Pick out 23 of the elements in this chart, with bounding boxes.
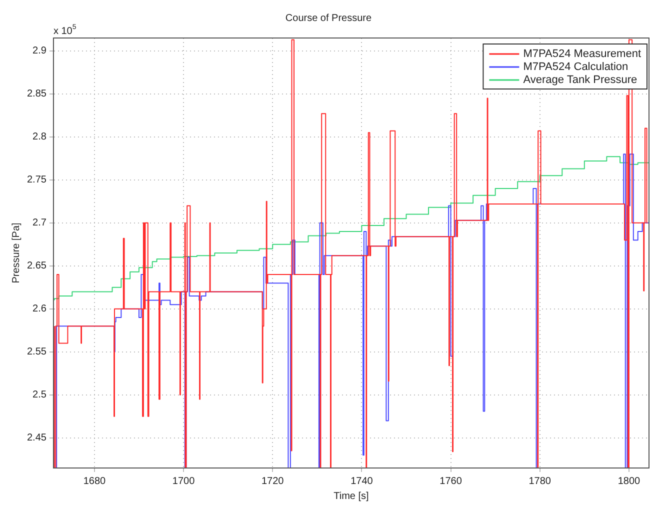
legend-label: M7PA524 Calculation: [523, 61, 628, 74]
y-tick-label: 2.65: [26, 260, 47, 272]
y-tick-label: 2.6: [32, 304, 47, 315]
x-tick-label: 1740: [350, 476, 374, 487]
y-tick-label: 2.55: [26, 346, 47, 358]
x-axis-title: Time [s]: [334, 490, 370, 502]
x-tick-label: 1780: [528, 476, 552, 487]
x-tick-label: 1760: [440, 476, 462, 487]
x-tick-label: 1700: [172, 476, 196, 487]
y-tick-label: 2.7: [32, 218, 47, 229]
y-axis-title: Pressure [Pa]: [10, 222, 22, 284]
legend-label: M7PA524 Measurement: [523, 48, 642, 60]
y-tick-label: 2.5: [32, 390, 47, 401]
y-tick-label: 2.9: [32, 46, 47, 57]
y-tick-label: 2.8: [32, 132, 47, 143]
chart-title: Course of Pressure: [285, 12, 372, 24]
y-tick-label: 2.45: [26, 432, 47, 444]
y-tick-label: 2.85: [26, 88, 47, 100]
x-tick-label: 1680: [83, 476, 106, 487]
legend-label: Average Tank Pressure: [523, 74, 638, 86]
x-tick-label: 1800: [618, 476, 641, 487]
y-tick-label: 2.75: [26, 174, 47, 186]
x-tick-label: 1720: [261, 476, 284, 487]
